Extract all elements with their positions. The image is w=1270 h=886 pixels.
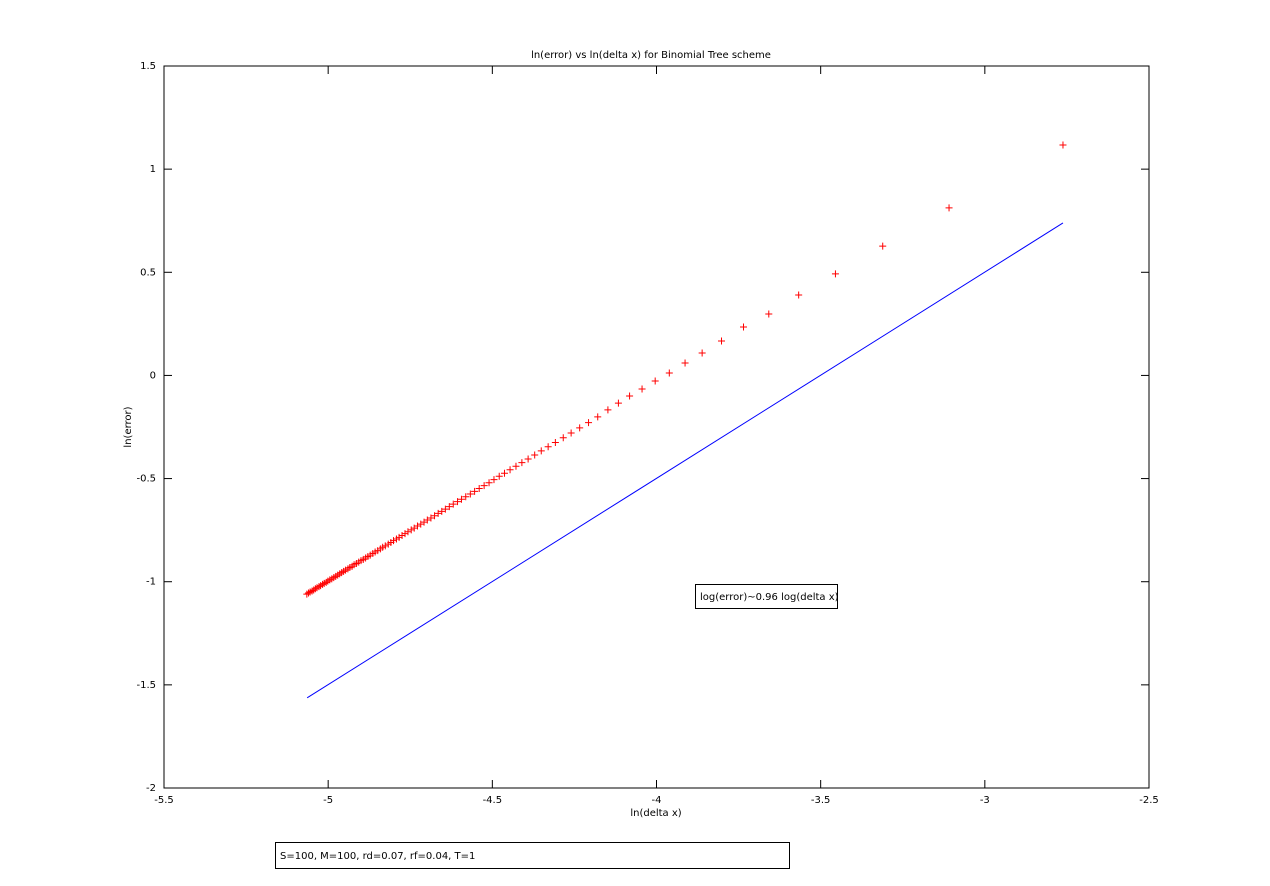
- data-point: [518, 459, 526, 467]
- y-tick-label: -1: [146, 577, 156, 588]
- data-point: [544, 443, 552, 451]
- x-tick-label: -4.5: [483, 795, 503, 806]
- data-point: [310, 586, 318, 594]
- data-point: [594, 413, 602, 421]
- data-point: [567, 429, 575, 437]
- x-tick-label: -4: [652, 795, 662, 806]
- data-point: [576, 424, 584, 432]
- data-point: [490, 476, 498, 484]
- data-point: [480, 482, 488, 490]
- annotation-box: [695, 584, 838, 609]
- data-line: [306, 222, 1064, 699]
- data-point: [531, 451, 539, 459]
- data-point: [945, 204, 953, 212]
- data-point: [506, 466, 514, 474]
- data-point: [604, 406, 612, 414]
- x-tick-label: -3.5: [811, 795, 831, 806]
- data-point: [431, 512, 439, 520]
- data-point: [485, 479, 493, 487]
- data-point: [740, 323, 748, 331]
- data-point: [681, 359, 689, 367]
- x-tick-label: -5.5: [154, 795, 174, 806]
- data-point: [698, 349, 706, 357]
- y-tick-label: 0: [150, 370, 156, 381]
- plot-area: [163, 65, 1150, 789]
- data-point: [438, 507, 446, 515]
- annotation-box: [275, 842, 790, 869]
- y-tick-label: 1: [150, 164, 156, 175]
- data-point: [1059, 141, 1067, 149]
- data-point: [651, 377, 659, 385]
- data-point: [765, 310, 773, 318]
- data-point: [466, 490, 474, 498]
- y-tick-label: -0.5: [136, 474, 156, 485]
- data-point: [559, 434, 567, 442]
- x-tick-label: -5: [323, 795, 333, 806]
- data-point: [475, 484, 483, 492]
- y-tick-label: -1.5: [136, 680, 156, 691]
- data-point: [626, 392, 634, 400]
- x-tick-label: -2.5: [1139, 795, 1159, 806]
- data-point: [441, 505, 449, 513]
- data-point: [392, 535, 400, 543]
- data-point: [512, 462, 520, 470]
- data-point: [427, 514, 435, 522]
- data-point: [718, 337, 726, 345]
- data-point: [614, 399, 622, 407]
- data-point: [445, 503, 453, 511]
- y-tick-label: -2: [146, 783, 156, 794]
- data-point: [434, 509, 442, 517]
- data-point: [384, 540, 392, 548]
- data-point: [457, 495, 465, 503]
- data-point: [495, 472, 503, 480]
- annotation: log(error)~0.96 log(delta x): [700, 592, 839, 603]
- data-point: [471, 487, 479, 495]
- data-point: [551, 438, 559, 446]
- annotation: S=100, M=100, rd=0.07, rf=0.04, T=1: [280, 851, 475, 862]
- x-axis-label: ln(delta x): [630, 808, 681, 819]
- x-tick-label: -3: [980, 795, 990, 806]
- data-point: [524, 455, 532, 463]
- data-point: [304, 589, 312, 597]
- data-point: [320, 579, 328, 587]
- data-point: [324, 577, 332, 585]
- data-point: [665, 369, 673, 377]
- data-point: [317, 582, 325, 590]
- y-tick-label: 1.5: [140, 61, 156, 72]
- data-point: [879, 242, 887, 250]
- data-point: [500, 469, 508, 477]
- data-point: [831, 270, 839, 278]
- data-point: [537, 447, 545, 455]
- data-point: [585, 419, 593, 427]
- data-point: [454, 498, 462, 506]
- y-tick-label: 0.5: [140, 267, 156, 278]
- y-axis-label: ln(error): [123, 406, 134, 447]
- data-point: [795, 291, 803, 299]
- chart-title: ln(error) vs ln(delta x) for Binomial Tr…: [531, 50, 771, 61]
- data-point: [449, 500, 457, 508]
- data-point: [462, 493, 470, 501]
- data-point: [303, 590, 311, 598]
- data-point: [638, 385, 646, 393]
